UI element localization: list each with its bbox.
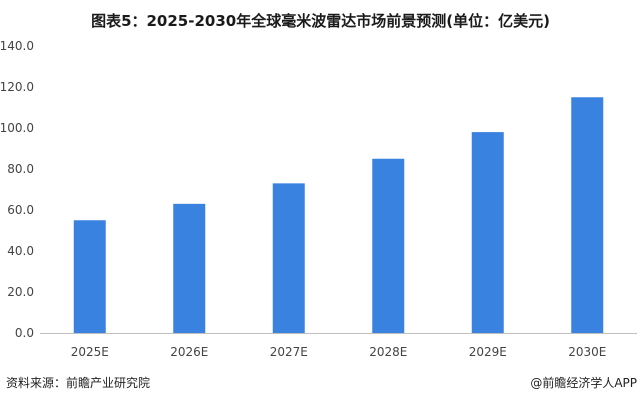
bar-2029E bbox=[471, 132, 504, 333]
bar-2027E bbox=[272, 183, 305, 333]
source-note: 资料来源：前瞻产业研究院 bbox=[6, 376, 151, 390]
brand-credit: @前瞻经济学人APP bbox=[530, 376, 637, 390]
y-tick-label: 40.0 bbox=[7, 244, 34, 258]
y-tick-label: 60.0 bbox=[7, 203, 34, 217]
y-tick-label: 100.0 bbox=[0, 121, 34, 135]
x-tick-label: 2027E bbox=[270, 345, 308, 359]
bar-2026E bbox=[173, 203, 206, 333]
y-tick-label: 80.0 bbox=[7, 162, 34, 176]
x-tick-label: 2026E bbox=[170, 345, 208, 359]
y-tick-label: 0.0 bbox=[15, 326, 34, 340]
chart-title: 图表5：2025-2030年全球毫米波雷达市场前景预测(单位：亿美元) bbox=[91, 12, 550, 30]
bar-2030E bbox=[571, 97, 604, 333]
x-tick-label: 2029E bbox=[469, 345, 507, 359]
y-tick-label: 20.0 bbox=[7, 285, 34, 299]
x-axis-ticks: 2025E 2026E 2027E 2028E 2029E 2030E bbox=[71, 345, 607, 359]
y-tick-label: 140.0 bbox=[0, 39, 34, 53]
bar-2028E bbox=[372, 158, 405, 333]
bars bbox=[73, 97, 604, 333]
x-tick-label: 2030E bbox=[568, 345, 606, 359]
x-tick-label: 2025E bbox=[71, 345, 109, 359]
x-tick-label: 2028E bbox=[369, 345, 407, 359]
y-axis-ticks: 0.0 20.0 40.0 60.0 80.0 100.0 120.0 140.0 bbox=[0, 39, 34, 340]
bar-2025E bbox=[73, 220, 106, 333]
y-tick-label: 120.0 bbox=[0, 80, 34, 94]
